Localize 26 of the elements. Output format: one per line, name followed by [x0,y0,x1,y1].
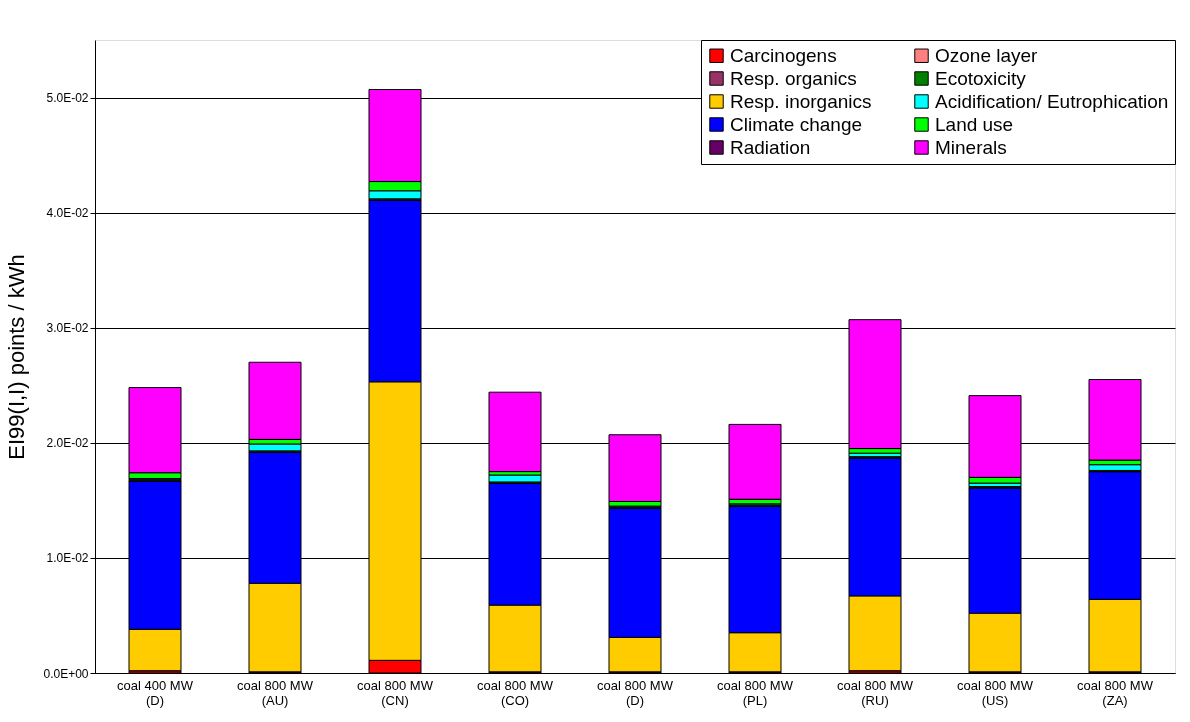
legend-label: Land use [935,113,1014,135]
y-axis-title: EI99(I,I) points / kWh [4,254,30,460]
x-tick-label: coal 800 MW (US) [957,677,1034,708]
legend-label: Climate change [730,113,863,135]
x-tick-label: coal 800 MW (D) [597,677,674,708]
y-tick-label: 2.0E-02 [46,436,89,451]
x-tick-label: coal 400 MW (D) [117,677,194,708]
y-tick-label: 3.0E-02 [46,321,89,336]
legend-label: Carcinogens [730,44,837,66]
y-tick-label: 0.0E+00 [43,666,89,681]
x-tick-label: coal 800 MW (CN) [357,677,434,708]
y-tick-label: 5.0E-02 [46,91,89,106]
x-tick-label: coal 800 MW (AU) [237,677,314,708]
legend-label: Resp. inorganics [730,90,872,112]
legend-label: Radiation [730,136,811,158]
legend-label: Acidification/ Eutrophication [935,90,1169,112]
legend-label: Minerals [935,136,1007,158]
legend-label: Ecotoxicity [935,67,1027,89]
y-tick-label: 1.0E-02 [46,551,89,566]
x-tick-label: coal 800 MW (PL) [717,677,794,708]
x-tick-label: coal 800 MW (RU) [837,677,914,708]
legend-label: Resp. organics [730,67,857,89]
legend-label: Ozone layer [935,44,1039,66]
x-tick-label: coal 800 MW (CO) [477,677,554,708]
x-tick-label: coal 800 MW (ZA) [1077,677,1154,708]
y-tick-label: 4.0E-02 [46,206,89,221]
